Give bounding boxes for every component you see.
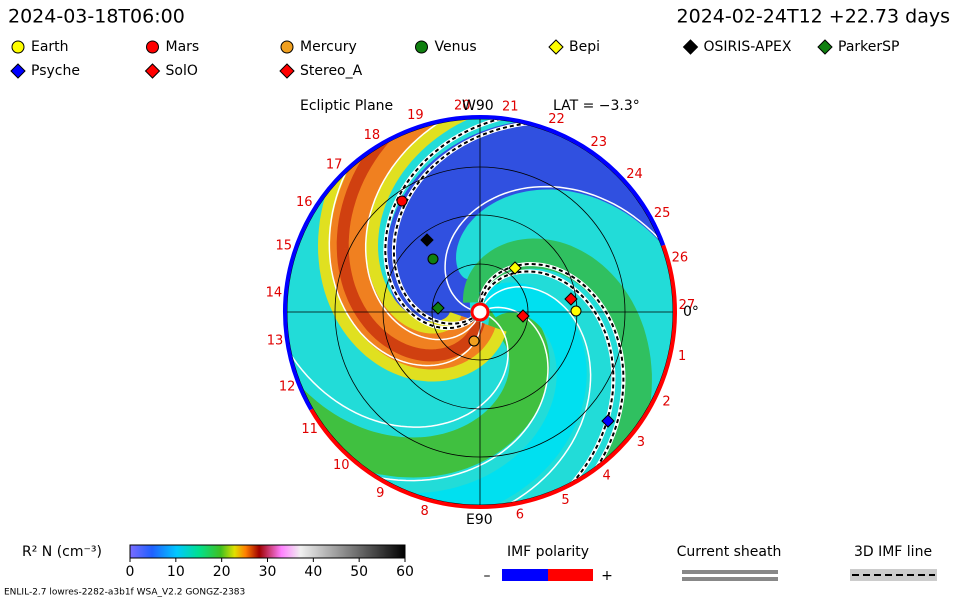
legend-label: ParkerSP [838,39,899,55]
lat-label: LAT = −3.3° [553,98,640,114]
marker [431,301,445,315]
white-spiral [287,153,509,428]
legend-label: Psyche [31,63,80,79]
imf-minus: – [484,568,491,584]
imf-negative [502,569,548,581]
sun [470,302,490,322]
rim-arc [283,115,666,411]
rim-label: 24 [626,167,643,182]
legend-label: Earth [31,39,69,55]
rim-label: 25 [654,206,671,221]
colorbar-tick-label: 30 [259,564,277,580]
colorbar [129,544,406,559]
rim-label: 6 [516,508,524,523]
rim-label: 10 [333,458,350,473]
marker [11,40,25,54]
marker [570,305,582,317]
density-band [287,282,587,505]
rim-label: 1 [678,349,686,364]
rim-label: 8 [421,504,429,519]
legend-label: Mercury [300,39,357,55]
marker [508,261,522,275]
rim-label: 3 [637,435,645,450]
colorbar-tick-label: 10 [167,564,185,580]
rim-label: 11 [301,422,318,437]
rim-label: 2 [662,394,670,409]
rim-label: 19 [407,108,424,123]
legend-label: Mars [166,39,200,55]
legend-label: Stereo_A [300,63,363,79]
white-spiral [364,119,641,341]
imf-plus: + [601,568,613,584]
white-spiral [307,286,592,505]
legend-label: Bepi [569,39,600,55]
white-spiral [328,119,511,367]
rim-label: 13 [267,333,284,348]
header-run: 2024-02-24T12 +22.73 days [677,6,950,28]
imf-line-bg [850,569,937,581]
marker [817,39,833,55]
marker [548,39,564,55]
colorbar-tick-label: 20 [213,564,231,580]
bottom-label: E90 [466,512,493,528]
imf-line [421,262,625,505]
colorbar-tick-label: 50 [350,564,368,580]
white-spiral [444,185,673,436]
rim-label: 4 [602,468,610,483]
colorbar-tick-label: 0 [126,564,135,580]
rim-label: 18 [364,128,381,143]
marker [564,292,578,306]
colorbar-label: R² N (cm⁻³) [22,544,102,560]
rim-label: 9 [376,486,384,501]
rim-label: 14 [266,285,283,300]
marker [516,309,530,323]
marker [682,39,699,55]
rim-label: 17 [326,158,343,173]
imf-line-title: 3D IMF line [854,544,932,560]
top-label: W90 [462,98,494,114]
rim-label: 26 [672,251,689,266]
rim-label: 27 [679,298,696,313]
marker [468,335,480,347]
marker [144,63,161,79]
marker [415,40,428,54]
imf-line [384,119,673,330]
legend-label: SolO [166,63,198,79]
marker [10,63,26,79]
marker [427,253,439,265]
header-time: 2024-03-18T06:00 [8,6,185,28]
imf-positive [548,569,593,581]
footer: ENLIL-2.7 lowres-2282-a3b1f WSA_V2.2 GON… [4,588,245,598]
imf-title: IMF polarity [507,544,589,560]
marker [420,233,434,247]
marker [396,195,408,207]
right-label: 0° [683,304,699,320]
legend-label: Venus [435,39,477,55]
rim-label: 5 [561,493,569,508]
rim-label: 15 [276,238,293,253]
plot-title: Ecliptic Plane [300,98,393,114]
colorbar-tick-label: 60 [396,564,414,580]
marker [279,63,295,79]
rim-label: 16 [296,195,313,210]
rim-label: 22 [548,112,565,127]
sheath-title: Current sheath [677,544,782,560]
marker [601,414,615,428]
disk [287,119,673,505]
rim-label: 21 [502,100,519,115]
density-band [287,259,550,478]
rim-label: 20 [454,98,471,113]
rim-arc [309,244,677,509]
rim-label: 23 [590,135,607,150]
density-band [336,119,561,362]
rim-label: 12 [279,380,296,395]
colorbar-tick-label: 40 [304,564,322,580]
marker [146,40,159,54]
legend-label: OSIRIS-APEX [704,39,792,55]
marker [280,40,294,54]
